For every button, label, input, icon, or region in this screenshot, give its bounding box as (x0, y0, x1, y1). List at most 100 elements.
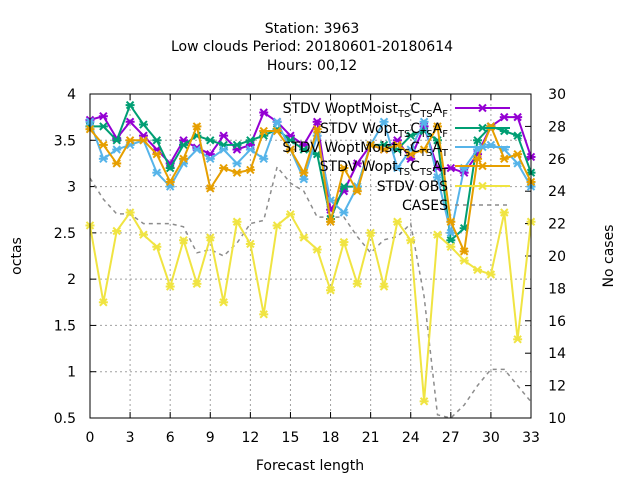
data-point (379, 117, 389, 126)
data-point (232, 159, 242, 168)
data-point (205, 136, 215, 145)
y2-tick-label: 30 (548, 87, 566, 103)
data-point (272, 126, 282, 136)
x-axis-label: Forecast length (256, 458, 364, 474)
data-point (459, 256, 469, 265)
y-tick-label: 0.5 (54, 411, 76, 427)
grid (89, 93, 532, 419)
data-point (379, 145, 389, 154)
y-tick-label: 1.5 (54, 318, 76, 334)
data-point (352, 279, 362, 288)
data-point (219, 145, 229, 154)
data-point (406, 236, 416, 245)
data-point (138, 136, 148, 145)
data-point (326, 217, 336, 226)
data-point (366, 228, 376, 238)
data-point (513, 131, 523, 140)
data-point (366, 140, 376, 150)
y2-tick-label: 14 (548, 346, 566, 362)
data-point (339, 163, 349, 173)
data-point (152, 136, 162, 145)
data-point (312, 245, 322, 254)
data-point (272, 221, 282, 230)
data-point (219, 298, 229, 307)
y-tick-label: 2 (67, 272, 76, 288)
legend-label: STDV WoptTSCTSAF (320, 121, 448, 140)
x-tick-label: 33 (522, 430, 540, 446)
series-line-4 (89, 210, 532, 402)
x-tick-label: 3 (126, 430, 135, 446)
data-point (232, 217, 242, 226)
x-tick-label: 18 (322, 430, 340, 446)
data-point (192, 122, 202, 131)
data-point (392, 140, 402, 150)
y-tick-label: 1 (67, 365, 76, 381)
x-tick-label: 12 (241, 430, 259, 446)
data-point (259, 310, 269, 319)
title-line3: Hours: 00,12 (267, 58, 357, 74)
x-tick-label: 15 (282, 430, 300, 446)
data-point (232, 140, 242, 150)
data-point (299, 233, 309, 242)
data-point (98, 122, 108, 131)
x-tick-label: 21 (362, 430, 380, 446)
data-point (379, 282, 389, 291)
y2-tick-label: 26 (548, 152, 566, 168)
data-point (179, 236, 189, 245)
data-point (392, 163, 402, 173)
data-point (499, 112, 509, 122)
legend-label: CASES (402, 198, 448, 214)
data-point (219, 131, 229, 140)
data-point (312, 124, 322, 134)
legend-label: STDV OBS (377, 179, 448, 195)
cases-layer (89, 165, 532, 419)
data-point (326, 286, 336, 295)
y2-tick-label: 20 (548, 249, 566, 265)
y2-tick-label: 10 (548, 411, 566, 427)
data-point (299, 174, 309, 184)
data-point (352, 159, 362, 168)
y2-axis-label: No cases (601, 225, 617, 288)
x-tick-label: 6 (166, 430, 175, 446)
y2-tick-label: 12 (548, 379, 566, 395)
data-point (179, 140, 189, 150)
data-point (499, 208, 509, 217)
data-point (473, 265, 483, 275)
data-point (152, 149, 162, 159)
data-point (446, 228, 456, 238)
legend-label: STDV WoptMoistTSCTSAF (283, 101, 449, 120)
data-point (165, 163, 175, 173)
data-point (459, 247, 469, 256)
data-point (406, 149, 416, 159)
y2-tick-labels: 10 12 14 16 18 20 22 24 26 28 30 (548, 87, 566, 427)
data-point (285, 145, 295, 154)
data-point (259, 108, 269, 117)
series-line-5 (89, 165, 532, 419)
y-axis-label: octas (9, 237, 25, 275)
series-line-2 (89, 118, 532, 234)
y-tick-labels: 0.5 1 1.5 2 2.5 3 3.5 4 (54, 87, 76, 427)
data-point (232, 168, 242, 177)
data-point (179, 154, 189, 164)
data-point (112, 136, 122, 145)
legend-marker (478, 181, 487, 191)
data-point (299, 168, 309, 177)
data-point (446, 242, 456, 251)
data-point (419, 145, 429, 154)
legend-marker (478, 161, 487, 171)
data-point (473, 154, 483, 164)
data-point (406, 131, 416, 140)
data-point (112, 145, 122, 154)
data-point (432, 230, 442, 239)
data-point (446, 163, 456, 173)
y-tick-label: 3.5 (54, 133, 76, 149)
y2-tick-label: 18 (548, 281, 566, 297)
data-point (112, 226, 122, 236)
data-point (138, 120, 148, 129)
series-line-3 (89, 123, 532, 255)
data-point (152, 168, 162, 177)
data-point (245, 165, 255, 175)
legend-label: STDV WoptTSCTSAT (320, 159, 449, 178)
data-point (98, 298, 108, 307)
